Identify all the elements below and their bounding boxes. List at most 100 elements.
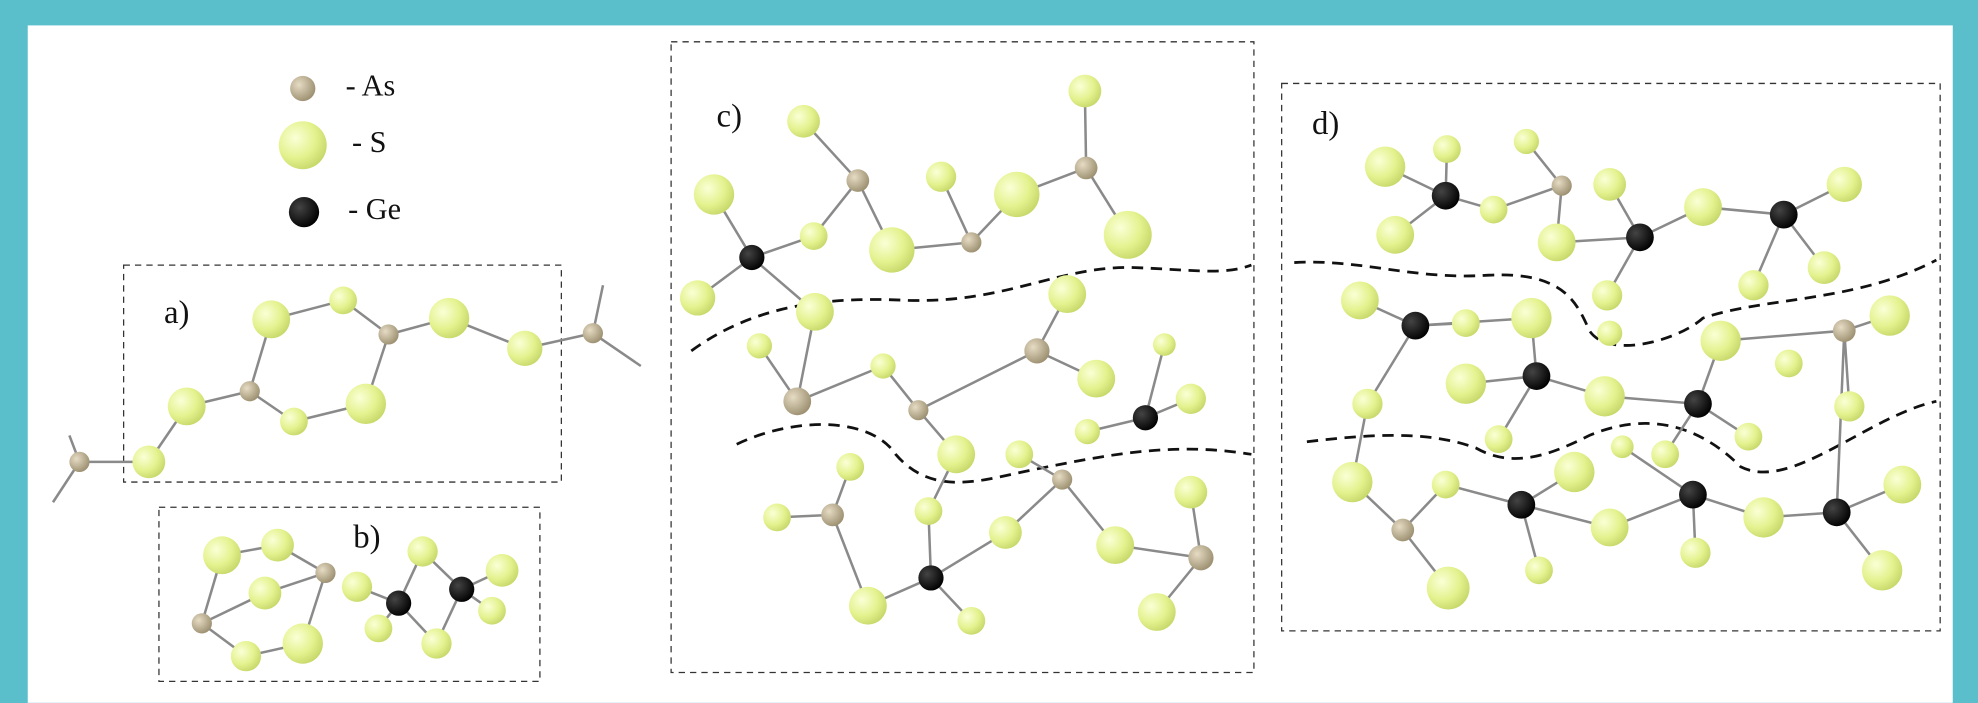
s-atom — [283, 623, 323, 663]
s-atom — [1332, 462, 1372, 502]
s-atom — [957, 607, 985, 635]
as-atom — [1833, 319, 1856, 342]
s-atom — [1593, 168, 1626, 201]
s-atom — [1452, 309, 1480, 337]
ge-atom — [1823, 498, 1851, 526]
ge-atom — [918, 565, 943, 590]
as-atom — [961, 232, 981, 252]
s-atom — [747, 333, 772, 358]
ge-atom — [449, 577, 474, 602]
s-atom — [1775, 350, 1803, 378]
s-atom — [1554, 452, 1594, 492]
s-atom — [836, 453, 864, 481]
figure: - As - S - Ge a) b) c) d) — [0, 0, 1978, 703]
as-atom — [1391, 519, 1414, 542]
s-atom — [1075, 419, 1100, 444]
s-atom — [1611, 435, 1634, 458]
legend-label: - Ge — [348, 192, 401, 226]
s-atom — [1538, 223, 1576, 261]
as-atom — [1188, 545, 1213, 570]
s-atom — [1700, 321, 1740, 361]
as-atom — [378, 324, 398, 344]
legend-s-icon — [279, 121, 327, 169]
legend-label: - As — [346, 68, 396, 102]
s-atom — [1862, 550, 1902, 590]
s-atom — [1738, 270, 1768, 300]
s-atom — [1068, 75, 1101, 108]
s-atom — [1592, 280, 1622, 310]
s-atom — [132, 445, 165, 478]
s-atom — [1376, 216, 1414, 254]
s-atom — [486, 554, 519, 587]
s-atom — [1808, 251, 1841, 284]
s-atom — [168, 387, 206, 425]
s-atom — [989, 516, 1022, 549]
s-atom — [1743, 497, 1783, 537]
ge-atom — [1133, 405, 1158, 430]
s-atom — [1735, 423, 1763, 451]
as-atom — [1052, 469, 1072, 489]
s-atom — [346, 384, 386, 424]
s-atom — [1514, 129, 1539, 154]
as-atom — [583, 323, 603, 343]
s-atom — [1525, 556, 1553, 584]
as-atom — [846, 169, 869, 192]
as-atom — [783, 387, 811, 415]
ge-atom — [1626, 223, 1654, 251]
s-atom — [915, 497, 943, 525]
s-atom — [1591, 509, 1629, 547]
ge-atom — [1507, 491, 1535, 519]
s-atom — [507, 331, 542, 366]
s-atom — [763, 504, 791, 532]
s-atom — [252, 300, 290, 338]
s-atom — [1176, 384, 1206, 414]
legend-label: - S — [352, 125, 386, 159]
as-atom — [192, 613, 212, 633]
panel-label: b) — [353, 520, 380, 556]
s-atom — [1341, 281, 1379, 319]
s-atom — [421, 628, 451, 658]
ge-atom — [1523, 362, 1551, 390]
s-atom — [342, 572, 372, 602]
as-atom — [908, 400, 928, 420]
ge-atom — [1432, 182, 1460, 210]
s-atom — [1446, 363, 1486, 403]
s-atom — [1584, 376, 1624, 416]
s-atom — [1352, 389, 1382, 419]
s-atom — [1511, 298, 1551, 338]
s-atom — [869, 227, 914, 272]
s-atom — [937, 435, 975, 473]
s-atom — [1048, 275, 1086, 313]
s-atom — [365, 615, 393, 643]
ge-atom — [739, 245, 764, 270]
s-atom — [1153, 333, 1176, 356]
s-atom — [203, 536, 241, 574]
ge-atom — [1679, 481, 1707, 509]
s-atom — [1174, 476, 1207, 509]
s-atom — [926, 162, 956, 192]
s-atom — [870, 353, 895, 378]
as-atom — [821, 504, 844, 527]
s-atom — [261, 529, 294, 562]
as-atom — [1024, 338, 1049, 363]
s-atom — [407, 536, 437, 566]
legend-as-icon — [290, 76, 315, 101]
ge-atom — [1684, 390, 1712, 418]
s-atom — [1096, 526, 1134, 564]
s-atom — [249, 577, 282, 610]
s-atom — [1138, 593, 1176, 631]
ge-atom — [386, 591, 411, 616]
s-atom — [1834, 391, 1864, 421]
as-atom — [1075, 157, 1098, 180]
as-atom — [1552, 176, 1572, 196]
s-atom — [1684, 188, 1722, 226]
s-atom — [1005, 440, 1033, 468]
s-atom — [849, 587, 887, 625]
ge-atom — [1770, 201, 1798, 229]
s-atom — [694, 174, 734, 214]
s-atom — [231, 641, 261, 671]
s-atom — [1485, 425, 1513, 453]
panel-label: c) — [717, 98, 742, 134]
s-atom — [796, 293, 834, 331]
s-atom — [1104, 211, 1152, 259]
